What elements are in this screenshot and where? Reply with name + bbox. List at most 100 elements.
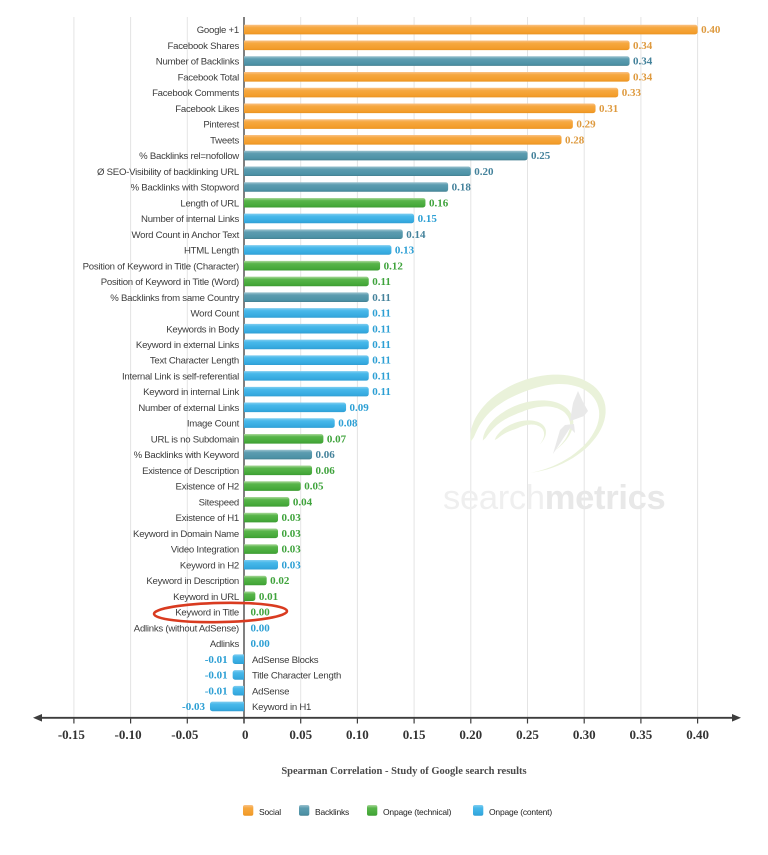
svg-text:0.14: 0.14	[406, 229, 426, 241]
svg-text:0.11: 0.11	[372, 386, 391, 398]
svg-text:Facebook Comments: Facebook Comments	[152, 88, 239, 99]
svg-text:0.15: 0.15	[418, 213, 438, 225]
svg-text:Position of Keyword in Title (: Position of Keyword in Title (Character)	[83, 261, 239, 272]
svg-text:Length of URL: Length of URL	[180, 198, 240, 209]
svg-text:Number of Backlinks: Number of Backlinks	[156, 57, 240, 68]
svg-text:0.28: 0.28	[565, 134, 585, 146]
svg-text:Onpage (content): Onpage (content)	[489, 807, 552, 817]
svg-text:0.25: 0.25	[516, 727, 539, 742]
svg-text:Keyword in external Links: Keyword in external Links	[136, 340, 240, 351]
svg-text:Facebook Total: Facebook Total	[178, 72, 240, 83]
svg-text:0.00: 0.00	[251, 638, 271, 650]
svg-text:Tweets: Tweets	[210, 135, 239, 146]
svg-text:searchmetrics: searchmetrics	[443, 479, 665, 517]
svg-text:Sitespeed: Sitespeed	[199, 497, 239, 508]
svg-text:0.40: 0.40	[701, 24, 721, 36]
svg-text:Title Character Length: Title Character Length	[252, 671, 341, 682]
svg-text:0.03: 0.03	[282, 512, 302, 524]
svg-text:% Backlinks rel=nofollow: % Backlinks rel=nofollow	[139, 151, 239, 162]
svg-text:Keywords in Body: Keywords in Body	[166, 324, 239, 335]
svg-text:Adlinks: Adlinks	[210, 639, 240, 650]
svg-text:Facebook Shares: Facebook Shares	[168, 41, 240, 52]
svg-text:0.16: 0.16	[429, 197, 449, 209]
svg-text:-0.01: -0.01	[205, 670, 228, 682]
svg-text:0.11: 0.11	[372, 308, 391, 320]
svg-text:Spearman Correlation - Study o: Spearman Correlation - Study of Google s…	[281, 766, 526, 777]
svg-text:Onpage (technical): Onpage (technical)	[383, 807, 452, 817]
svg-text:0.34: 0.34	[633, 71, 653, 83]
svg-text:0.30: 0.30	[573, 727, 596, 742]
svg-text:0.05: 0.05	[304, 481, 324, 493]
svg-text:Existence of H1: Existence of H1	[176, 513, 239, 524]
svg-text:0.11: 0.11	[372, 355, 391, 367]
svg-text:0.31: 0.31	[599, 103, 618, 115]
svg-text:0.18: 0.18	[452, 182, 472, 194]
svg-text:Internal Link is self-referent: Internal Link is self-referential	[122, 371, 239, 382]
svg-text:0.35: 0.35	[630, 727, 653, 742]
svg-text:Keyword in internal Link: Keyword in internal Link	[143, 387, 239, 398]
svg-text:0.20: 0.20	[474, 166, 494, 178]
svg-text:Keyword in Title: Keyword in Title	[175, 608, 239, 619]
svg-text:0.11: 0.11	[372, 339, 391, 351]
svg-text:0.15: 0.15	[403, 727, 426, 742]
svg-text:-0.10: -0.10	[115, 727, 142, 742]
svg-text:0.40: 0.40	[686, 727, 709, 742]
svg-text:Existence of H2: Existence of H2	[176, 482, 239, 493]
svg-text:Adlinks (without AdSense): Adlinks (without AdSense)	[134, 623, 239, 634]
svg-text:-0.01: -0.01	[205, 685, 228, 697]
svg-text:0.12: 0.12	[384, 260, 404, 272]
svg-text:Google +1: Google +1	[197, 25, 239, 36]
svg-text:0.07: 0.07	[327, 433, 347, 445]
svg-text:Backlinks: Backlinks	[315, 807, 349, 817]
svg-text:0.05: 0.05	[289, 727, 312, 742]
svg-text:Existence of Description: Existence of Description	[142, 466, 239, 477]
svg-text:-0.05: -0.05	[171, 727, 199, 742]
svg-text:Number of external Links: Number of external Links	[138, 403, 239, 414]
svg-text:Image Count: Image Count	[187, 419, 240, 430]
svg-text:Facebook Likes: Facebook Likes	[175, 104, 239, 115]
svg-text:-0.03: -0.03	[182, 701, 205, 713]
svg-text:Social: Social	[259, 807, 281, 817]
svg-text:0.09: 0.09	[350, 402, 370, 414]
svg-text:0.03: 0.03	[282, 528, 302, 540]
svg-text:HTML Length: HTML Length	[184, 246, 239, 257]
svg-text:Text Character Length: Text Character Length	[150, 356, 239, 367]
svg-text:0.04: 0.04	[293, 496, 313, 508]
svg-text:Word Count in Anchor Text: Word Count in Anchor Text	[131, 230, 239, 241]
svg-text:Ø SEO-Visibility of backlinkin: Ø SEO-Visibility of backlinking URL	[97, 167, 240, 178]
svg-text:0.34: 0.34	[633, 40, 653, 52]
svg-text:0.13: 0.13	[395, 245, 415, 257]
svg-text:Word Count: Word Count	[190, 309, 239, 320]
svg-text:Position of Keyword in Title (: Position of Keyword in Title (Word)	[101, 277, 239, 288]
svg-text:Keyword in URL: Keyword in URL	[173, 592, 240, 603]
svg-text:Video Integration: Video Integration	[171, 545, 239, 556]
svg-text:0.00: 0.00	[251, 607, 271, 619]
svg-text:0.11: 0.11	[372, 276, 391, 288]
svg-text:0.29: 0.29	[576, 119, 596, 131]
svg-text:URL is no Subdomain: URL is no Subdomain	[151, 434, 239, 445]
svg-text:Keyword in Description: Keyword in Description	[146, 576, 239, 587]
svg-text:0: 0	[242, 727, 249, 742]
svg-text:AdSense: AdSense	[252, 686, 289, 697]
svg-text:0.11: 0.11	[372, 370, 391, 382]
svg-text:0.25: 0.25	[531, 150, 551, 162]
svg-text:Number of internal Links: Number of internal Links	[141, 214, 239, 225]
svg-text:0.34: 0.34	[633, 56, 653, 68]
svg-text:0.11: 0.11	[372, 323, 391, 335]
svg-text:AdSense Blocks: AdSense Blocks	[252, 655, 319, 666]
svg-text:Keyword in H1: Keyword in H1	[252, 702, 311, 713]
svg-text:0.01: 0.01	[259, 591, 278, 603]
svg-text:-0.15: -0.15	[58, 727, 86, 742]
svg-text:0.11: 0.11	[372, 292, 391, 304]
svg-text:0.08: 0.08	[338, 418, 358, 430]
svg-text:0.00: 0.00	[251, 622, 271, 634]
svg-text:0.33: 0.33	[622, 87, 642, 99]
svg-text:0.20: 0.20	[459, 727, 482, 742]
svg-text:0.03: 0.03	[282, 559, 302, 571]
svg-text:0.06: 0.06	[316, 465, 336, 477]
svg-text:Keyword in H2: Keyword in H2	[180, 560, 239, 571]
svg-text:0.10: 0.10	[346, 727, 369, 742]
svg-text:0.02: 0.02	[270, 575, 290, 587]
svg-text:0.03: 0.03	[282, 544, 302, 556]
svg-text:-0.01: -0.01	[205, 654, 228, 666]
